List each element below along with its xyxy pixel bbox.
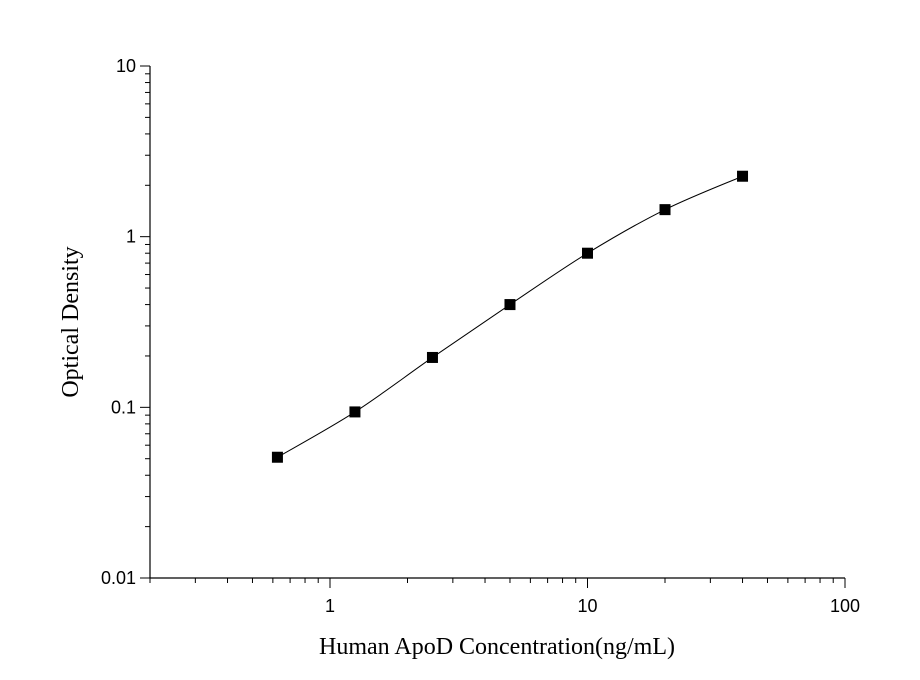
y-tick-label: 0.01 <box>101 568 136 588</box>
y-tick-label: 10 <box>116 56 136 76</box>
x-tick-label: 10 <box>577 596 597 616</box>
y-tick-label: 0.1 <box>111 397 136 417</box>
x-axis-title: Human ApoD Concentration(ng/mL) <box>319 634 675 660</box>
data-point-marker <box>349 406 361 418</box>
data-point-marker <box>271 451 283 463</box>
data-point-marker <box>581 247 593 259</box>
y-tick-label: 1 <box>126 227 136 247</box>
x-tick-label: 100 <box>830 596 860 616</box>
fit-curve <box>277 175 743 458</box>
x-tick-label: 1 <box>325 596 335 616</box>
y-axis-title: Optical Density <box>58 246 84 397</box>
data-point-marker <box>659 204 671 216</box>
data-point-marker <box>504 299 516 311</box>
data-point-marker <box>426 351 438 363</box>
data-point-marker <box>737 170 749 182</box>
ticks <box>140 65 846 588</box>
data-markers <box>271 170 749 463</box>
axes <box>149 66 845 579</box>
tick-labels: 0.01 0.1 1 10 1 10 100 <box>101 56 860 616</box>
